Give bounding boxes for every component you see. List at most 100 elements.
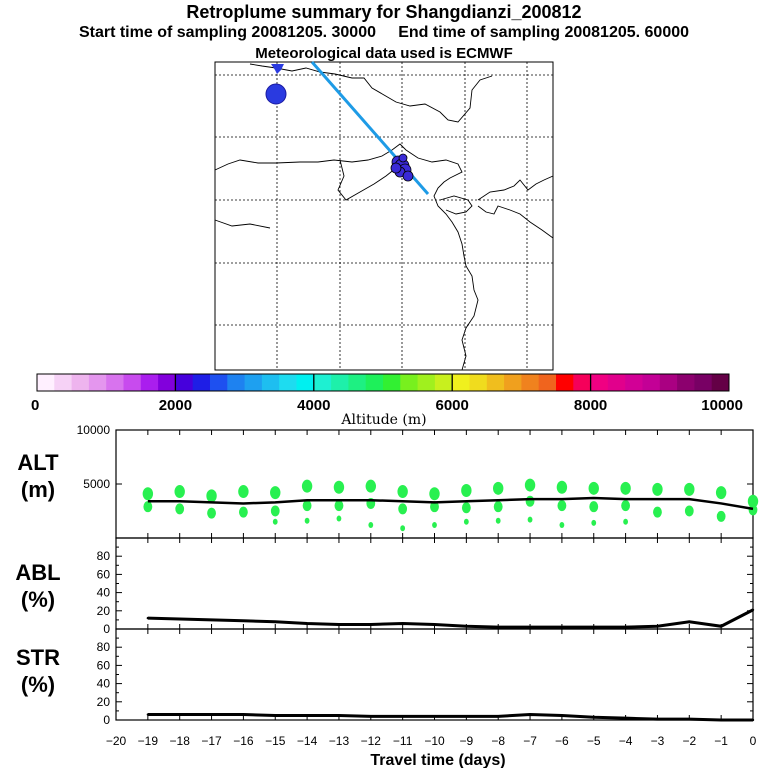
colorbar-swatch [348, 374, 367, 391]
colorbar-swatch [486, 374, 505, 391]
str-point [242, 713, 245, 716]
abl-point [719, 625, 723, 628]
x-tick-label: −7 [523, 734, 537, 748]
x-tick-label: −15 [265, 734, 286, 748]
colorbar-swatch [296, 374, 315, 391]
x-tick-label: −10 [424, 734, 445, 748]
str-point [624, 716, 627, 720]
colorbar-swatch [434, 374, 453, 391]
str-point [688, 717, 691, 721]
colorbar-swatch [54, 374, 72, 391]
alt-point [304, 517, 310, 524]
x-tick-label: −3 [651, 734, 665, 748]
abl-point [560, 625, 564, 629]
northern-marker [271, 64, 284, 74]
y-tick-label: 0 [103, 622, 110, 636]
timeseries-panels: 100005000ALT(m)806040200ABL(%)806040200S… [15, 423, 759, 748]
alt-point [620, 481, 631, 495]
x-tick-label: −20 [106, 734, 127, 748]
map-frame [214, 61, 554, 371]
panel-label: ALT [17, 450, 59, 475]
panel-abl: 80 60 40 20 0 ABL(%) [15, 537, 755, 636]
str-point [592, 716, 595, 719]
alt-point [653, 506, 662, 518]
alt-point [272, 518, 278, 525]
alt-point [748, 504, 758, 516]
colorbar-tick-label: 0 [31, 397, 39, 414]
alt-point [430, 501, 439, 513]
colorbar-label: Altitude (m) [340, 412, 426, 428]
colorbar-swatch [140, 374, 159, 391]
abl-point [751, 608, 755, 612]
x-axis-label: Travel time (days) [370, 752, 505, 768]
colorbar-swatch [590, 374, 609, 391]
x-tick-label: −18 [170, 734, 191, 748]
str-point [146, 713, 150, 716]
alt-point [525, 495, 535, 507]
panel-label: (m) [21, 477, 55, 502]
abl-point [274, 620, 277, 623]
alt-point [333, 480, 345, 494]
alt-point [301, 479, 313, 493]
str-point [465, 715, 468, 718]
abl-point [178, 617, 181, 621]
colorbar-swatch [417, 374, 436, 391]
y-tick-label: 60 [97, 567, 111, 581]
str-point [656, 717, 659, 721]
x-tick-label: −13 [329, 734, 350, 748]
colorbar-swatch [261, 374, 280, 391]
alt-point [716, 510, 726, 522]
x-tick-label: −4 [619, 734, 633, 748]
str-point [178, 713, 181, 716]
panel-label: (%) [21, 672, 55, 697]
abl-point [592, 625, 595, 629]
start-point-marker [265, 83, 287, 105]
alt-point [652, 482, 663, 496]
alt-point [623, 518, 628, 525]
abl-line [147, 608, 754, 629]
alt-point [142, 487, 154, 501]
colorbar-swatch [711, 374, 730, 391]
map-coastlines [214, 63, 554, 371]
alt-point [557, 500, 567, 512]
alt-point [621, 500, 630, 512]
colorbar-swatch [331, 374, 349, 391]
panel-frame [115, 537, 754, 630]
x-tick-label: −9 [460, 734, 474, 748]
colorbar-swatch [469, 374, 488, 391]
map-panel [214, 61, 554, 371]
colorbar-tick-label: 6000 [436, 397, 469, 414]
colorbar-swatch [37, 374, 55, 391]
alt-point [206, 489, 217, 503]
sampling-period: Start time of sampling 20081205. 30000 E… [78, 24, 690, 41]
abl-point [305, 622, 309, 625]
colorbar-swatch [71, 374, 90, 391]
abl-point [528, 625, 532, 629]
colorbar-swatch [694, 374, 713, 391]
abl-point [465, 625, 468, 628]
abl-point [688, 620, 691, 623]
panel-label: ABL [15, 560, 60, 585]
colorbar-tick-label: 10000 [701, 397, 743, 414]
y-tick-label: 20 [97, 695, 111, 709]
abl-point [146, 616, 150, 620]
alt-point [559, 522, 565, 529]
y-tick-label: 80 [97, 640, 111, 654]
panel-label: STR [16, 645, 60, 670]
alt-point [302, 500, 312, 512]
x-tick-label: −2 [682, 734, 696, 748]
x-tick-label: −5 [587, 734, 601, 748]
alt-point [461, 502, 471, 514]
colorbar-swatch [192, 374, 211, 391]
colorbar-swatch [244, 374, 263, 391]
str-point [274, 714, 277, 717]
alt-mean-line [147, 496, 754, 511]
y-tick-label: 80 [97, 549, 111, 563]
alt-point [588, 481, 599, 495]
abl-point [497, 625, 500, 629]
alt-point [143, 501, 153, 513]
alt-point [174, 485, 185, 499]
colorbar-tick-label: 8000 [574, 397, 607, 414]
str-point [497, 715, 500, 718]
